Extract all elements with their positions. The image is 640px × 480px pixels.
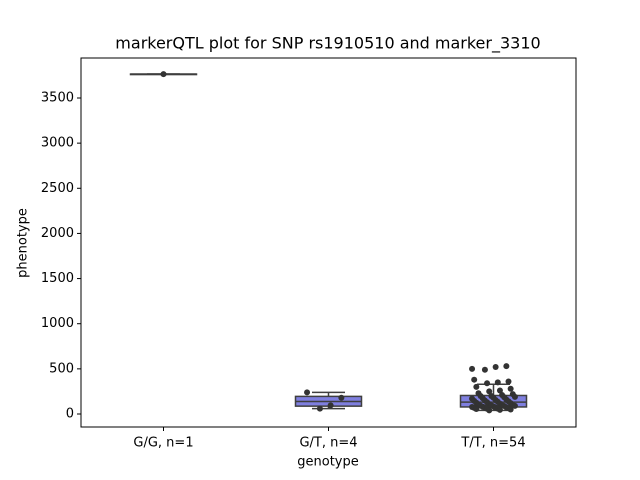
x-axis-label: genotype: [297, 455, 358, 470]
y-tick-label: 2000: [41, 226, 74, 241]
point: [316, 405, 323, 412]
y-tick-label: 2500: [41, 181, 74, 196]
plot-area: [81, 58, 576, 427]
y-tick-label: 1500: [41, 271, 74, 286]
point: [469, 365, 476, 372]
point: [471, 376, 478, 383]
point: [486, 388, 493, 395]
point: [492, 364, 499, 371]
point: [507, 406, 514, 413]
point: [503, 363, 510, 370]
point: [484, 380, 491, 387]
point: [486, 407, 493, 414]
point: [511, 393, 518, 400]
x-tick-label: G/T, n=4: [299, 436, 357, 451]
point: [473, 406, 480, 413]
point: [160, 71, 167, 78]
x-tick-label: G/G, n=1: [133, 436, 193, 451]
y-tick-label: 1000: [41, 316, 74, 331]
y-axis-label: phenotype: [16, 208, 31, 278]
y-tick-label: 500: [49, 361, 74, 376]
x-tick-label: T/T, n=54: [460, 436, 525, 451]
point: [496, 387, 503, 394]
point: [507, 385, 514, 392]
y-tick-label: 0: [66, 406, 74, 421]
y-tick-label: 3000: [41, 136, 74, 151]
axes-frame: [80, 57, 577, 428]
point: [496, 406, 503, 413]
chart-title: markerQTL plot for SNP rs1910510 and mar…: [115, 34, 540, 54]
point: [473, 383, 480, 390]
point: [327, 402, 334, 409]
point: [505, 378, 512, 385]
point: [511, 402, 518, 409]
point: [481, 366, 488, 373]
y-tick-label: 3500: [41, 90, 74, 105]
point: [338, 394, 345, 401]
point: [304, 389, 311, 396]
point: [494, 379, 501, 386]
